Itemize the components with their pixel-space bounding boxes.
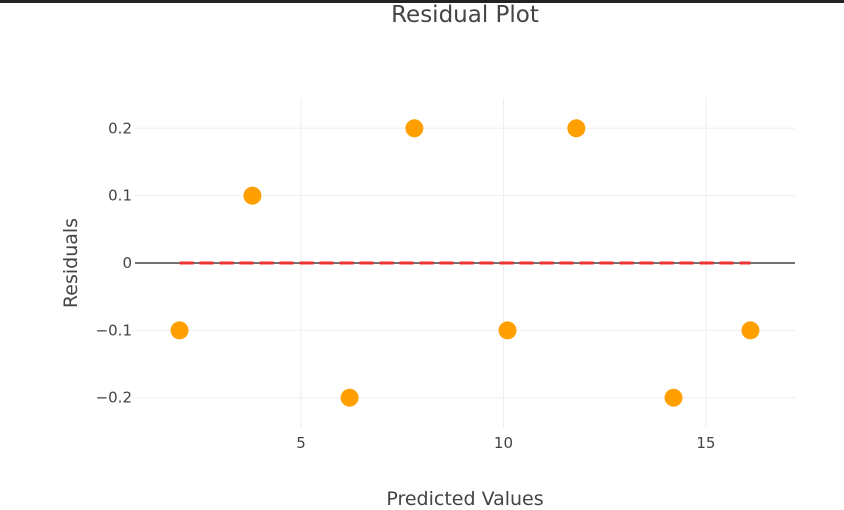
data-points (170, 119, 760, 407)
data-point (170, 321, 189, 340)
data-point (498, 321, 517, 340)
y-axis-title: Residuals (60, 218, 82, 308)
chart-title: Residual Plot (391, 2, 539, 28)
x-tick-label: 15 (696, 434, 715, 452)
x-tick-label: 10 (494, 434, 513, 452)
data-point (741, 321, 760, 340)
y-tick-label: −0.1 (96, 321, 132, 339)
x-tick-labels: 5 10 15 (296, 434, 715, 452)
y-tick-labels: 0.2 0.1 0 −0.1 −0.2 (96, 119, 132, 406)
y-tick-label: 0 (122, 254, 132, 272)
x-axis-title: Predicted Values (386, 488, 543, 510)
y-tick-label: 0.2 (108, 119, 132, 137)
data-point (664, 388, 683, 407)
y-tick-label: −0.2 (96, 389, 132, 407)
data-point (567, 119, 586, 138)
top-border (0, 0, 844, 3)
data-point (243, 186, 262, 205)
x-tick-label: 5 (296, 434, 306, 452)
y-tick-label: 0.1 (108, 187, 132, 205)
data-point (405, 119, 424, 138)
data-point (340, 388, 359, 407)
